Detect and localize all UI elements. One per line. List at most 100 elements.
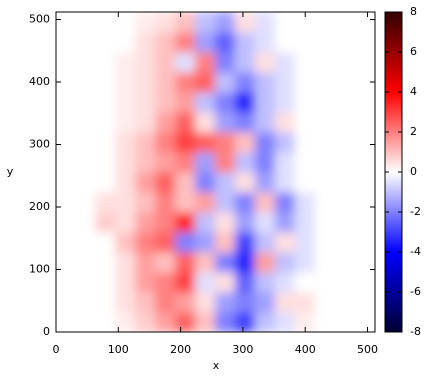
cell (254, 71, 276, 93)
x-tick-label: 500 (357, 343, 378, 356)
colorbar-swatch (385, 77, 402, 81)
cell (115, 31, 137, 53)
cell (75, 271, 97, 293)
cell (195, 51, 216, 73)
cell (75, 291, 97, 313)
colorbar-swatch (385, 207, 402, 211)
colorbar-swatch (385, 33, 402, 37)
cell (254, 171, 276, 193)
cell (155, 131, 177, 153)
cell (115, 191, 137, 213)
cell (314, 12, 336, 33)
cell (334, 131, 356, 153)
cell (95, 71, 117, 93)
heatmap-cells (56, 12, 375, 332)
cell (334, 211, 356, 233)
cell (115, 251, 137, 273)
colorbar-swatch (385, 273, 402, 277)
x-axis-label: x (213, 359, 220, 372)
cell (75, 171, 97, 193)
cell (234, 91, 256, 113)
colorbar-swatch (385, 131, 402, 135)
colorbar-swatch (385, 325, 402, 329)
colorbar-swatch (385, 295, 402, 299)
cell (195, 251, 216, 273)
colorbar-swatch (385, 179, 402, 183)
colorbar-swatch (385, 205, 402, 209)
colorbar-swatch (385, 183, 402, 187)
cell (294, 291, 316, 313)
cell (155, 251, 177, 273)
colorbar-swatch (385, 45, 402, 49)
cell (95, 111, 117, 133)
cell (135, 251, 157, 273)
colorbar-swatch (385, 247, 402, 251)
cell (314, 51, 336, 73)
cell (215, 271, 236, 293)
colorbar-swatch (385, 275, 402, 279)
cell (254, 12, 276, 33)
cell (155, 31, 177, 53)
colorbar-swatch (385, 319, 402, 323)
colorbar-swatch (385, 289, 402, 293)
cell (155, 51, 177, 73)
colorbar-swatch (385, 191, 402, 195)
colorbar-swatch (385, 95, 402, 99)
cell (354, 211, 375, 233)
cell (175, 131, 197, 153)
cell (314, 31, 336, 53)
cell (334, 271, 356, 293)
colorbar-swatch (385, 41, 402, 45)
colorbar-swatch (385, 153, 402, 157)
cell (354, 51, 375, 73)
colorbar-swatch (385, 147, 402, 151)
cell (254, 151, 276, 173)
cell (115, 271, 137, 293)
colorbar-swatch (385, 161, 402, 165)
cell (215, 31, 236, 53)
cell (75, 131, 97, 153)
cell (135, 311, 157, 332)
cell (294, 311, 316, 332)
colorbar-swatch (385, 97, 402, 101)
colorbar-swatch (385, 199, 402, 203)
cell (274, 131, 296, 153)
colorbar-swatch (385, 279, 402, 283)
y-tick-label: 100 (29, 263, 50, 276)
colorbar-swatch (385, 65, 402, 69)
cell (334, 191, 356, 213)
colorbar-swatch (385, 283, 402, 287)
cell (95, 311, 117, 332)
colorbar-swatch (385, 27, 402, 31)
cell (334, 151, 356, 173)
colorbar-swatch (385, 25, 402, 29)
plot-frame (55, 11, 376, 333)
cell (294, 71, 316, 93)
colorbar-swatch (385, 67, 402, 71)
cell (75, 91, 97, 113)
cell (274, 71, 296, 93)
colorbar-swatch (385, 189, 402, 193)
cell (354, 12, 375, 33)
colorbar-swatch (385, 11, 402, 15)
colorbar-swatch (385, 265, 402, 269)
cell (75, 211, 97, 233)
cell (95, 151, 117, 173)
colorbar-swatch (385, 297, 402, 301)
colorbar-swatch (385, 229, 402, 233)
cell (334, 31, 356, 53)
x-tick-label: 200 (170, 343, 191, 356)
colorbar-swatch (385, 299, 402, 303)
cell (215, 311, 236, 332)
colorbar-swatch (385, 195, 402, 199)
cell (274, 291, 296, 313)
cell (274, 111, 296, 133)
colorbar-swatch (385, 285, 402, 289)
colorbar-swatch (385, 309, 402, 313)
cell (274, 191, 296, 213)
colorbar-swatch (385, 287, 402, 291)
cell (115, 311, 137, 332)
cell (135, 131, 157, 153)
cell (135, 291, 157, 313)
